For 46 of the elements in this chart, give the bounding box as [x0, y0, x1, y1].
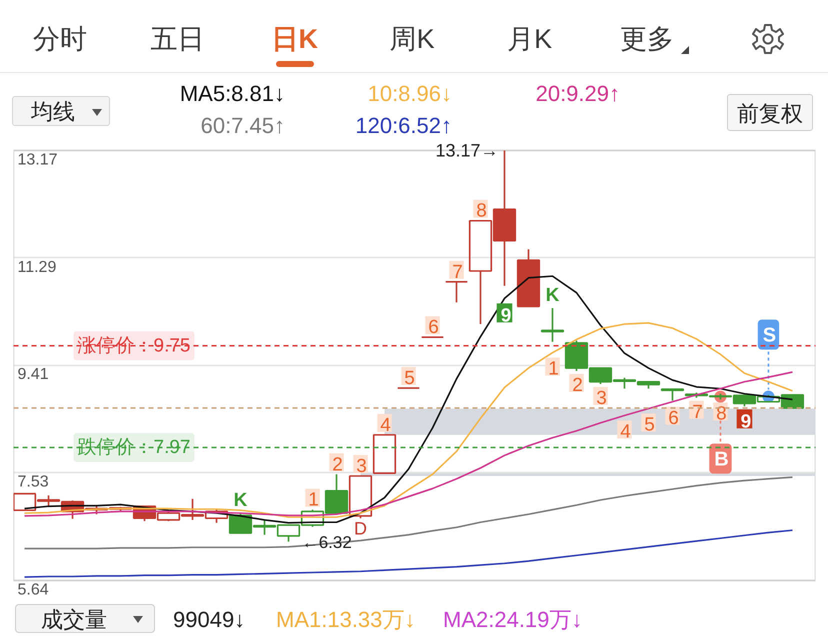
text: 5	[644, 414, 655, 436]
text: 2	[572, 374, 583, 396]
text: 8	[716, 403, 727, 424]
text: 8	[476, 200, 487, 222]
text: 7	[692, 402, 703, 423]
text: 9	[740, 411, 752, 432]
text: 1	[308, 490, 319, 511]
text: 周K	[388, 23, 436, 56]
legend-title: 均线	[12, 96, 110, 126]
text: 99049↓	[173, 606, 246, 634]
text: 7	[452, 262, 463, 283]
text: 4	[380, 414, 391, 436]
text: 1	[548, 358, 559, 380]
text: 4	[620, 421, 631, 442]
text: 分时	[32, 23, 88, 56]
data-label: B	[714, 448, 729, 471]
text: 2	[332, 454, 343, 476]
annotation: K	[234, 490, 248, 512]
text: 6	[428, 317, 439, 338]
y-tick-label: 11.29	[18, 258, 56, 276]
text: MA2:24.19万↓	[443, 606, 582, 634]
text: 9	[500, 305, 512, 326]
data-label: S	[762, 324, 776, 347]
annotation: K	[546, 285, 560, 306]
y-tick-label: 9.41	[18, 366, 49, 384]
text: 5	[404, 368, 415, 390]
text: 6	[668, 408, 679, 429]
text: 60:7.45↑	[200, 112, 285, 140]
text: 3	[356, 456, 367, 477]
chart-title: 日K	[270, 23, 320, 56]
text: 前复权	[727, 94, 813, 131]
text: 10:8.96↓	[368, 80, 452, 108]
text: 120:6.52↑	[355, 112, 452, 140]
text: 成交量	[15, 604, 155, 633]
text: 更多	[619, 23, 675, 56]
text: MA1:13.33万↓	[276, 606, 416, 634]
annotation: D	[354, 518, 368, 538]
text: 月K	[506, 23, 554, 56]
text: 五日	[149, 23, 206, 56]
y-tick-label: 7.53	[18, 474, 49, 491]
y-tick-label: 13.17	[18, 152, 58, 168]
text: 3	[596, 388, 607, 410]
text: MA5:8.81↓	[180, 80, 285, 108]
y-tick-label: 5.64	[18, 582, 49, 598]
text: 20:9.29↑	[536, 80, 620, 108]
annotation: 13.17→	[435, 140, 498, 160]
